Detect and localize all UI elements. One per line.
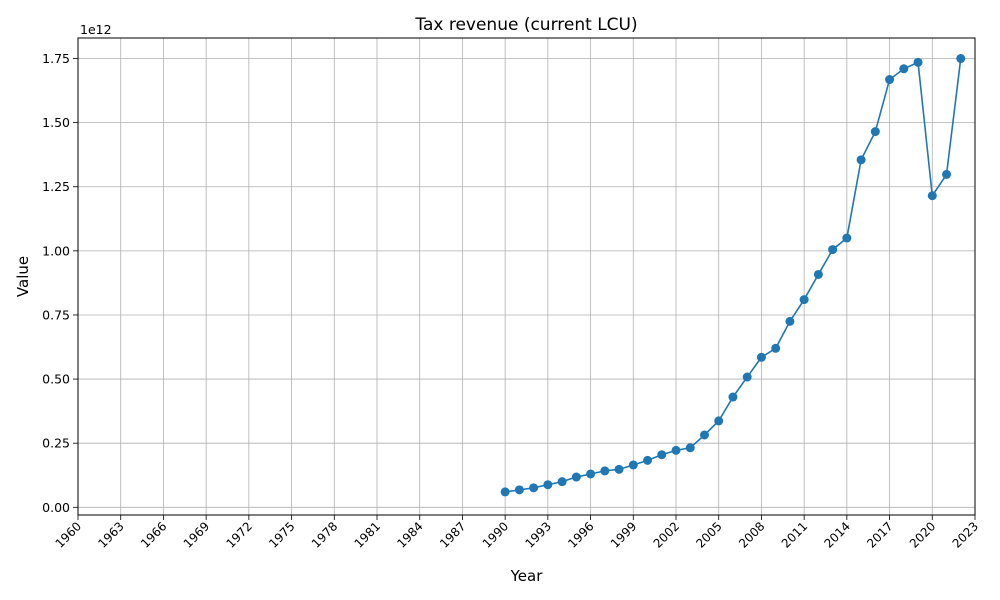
x-axis-label: Year: [510, 567, 544, 585]
data-point: [614, 464, 624, 474]
plot-frame: [77, 37, 976, 516]
y-axis-ticks: 0.00 0.25 0.50 0.75 1.00 1.25 1.50 1.75: [42, 51, 78, 515]
data-point: [828, 245, 838, 255]
data-point: [643, 455, 653, 465]
y-tick-label: 1.50: [42, 115, 70, 130]
data-point: [771, 343, 781, 353]
data-point: [870, 127, 880, 137]
data-point: [842, 233, 852, 243]
data-point: [699, 430, 709, 440]
data-point: [899, 64, 909, 74]
data-point: [856, 155, 866, 165]
y-tick-label: 1.75: [42, 51, 70, 66]
y-tick-label: 0.25: [42, 436, 70, 451]
y-tick-label: 0.75: [42, 307, 70, 322]
data-point: [956, 54, 966, 64]
data-point: [728, 392, 738, 402]
data-point: [600, 466, 610, 476]
data-point: [671, 445, 681, 455]
chart-title: Tax revenue (current LCU): [414, 15, 637, 35]
data-point: [529, 483, 539, 493]
y-tick-label: 1.00: [42, 243, 70, 258]
data-point: [500, 487, 510, 497]
data-point: [657, 450, 667, 460]
y-tick-label: 0.50: [42, 372, 70, 387]
data-point: [813, 269, 823, 279]
data-point: [514, 485, 524, 495]
data-point: [742, 372, 752, 382]
y-axis-label: Value: [14, 256, 32, 297]
data-point: [685, 443, 695, 453]
y-axis-offset-label: 1e12: [80, 22, 112, 37]
data-point: [942, 169, 952, 179]
data-point: [885, 75, 895, 85]
data-point: [571, 472, 581, 482]
grid-lines: [77, 38, 976, 515]
y-tick-label: 0.00: [42, 500, 70, 515]
data-point: [543, 480, 553, 490]
data-point: [557, 477, 567, 487]
data-point: [714, 416, 724, 426]
data-point: [799, 295, 809, 305]
y-tick-label: 1.25: [42, 179, 70, 194]
data-point: [628, 460, 638, 470]
data-point: [756, 352, 766, 362]
data-point: [586, 469, 596, 479]
series-layer: [500, 54, 966, 497]
data-point: [927, 191, 937, 201]
data-point: [913, 57, 923, 67]
data-point: [785, 316, 795, 326]
